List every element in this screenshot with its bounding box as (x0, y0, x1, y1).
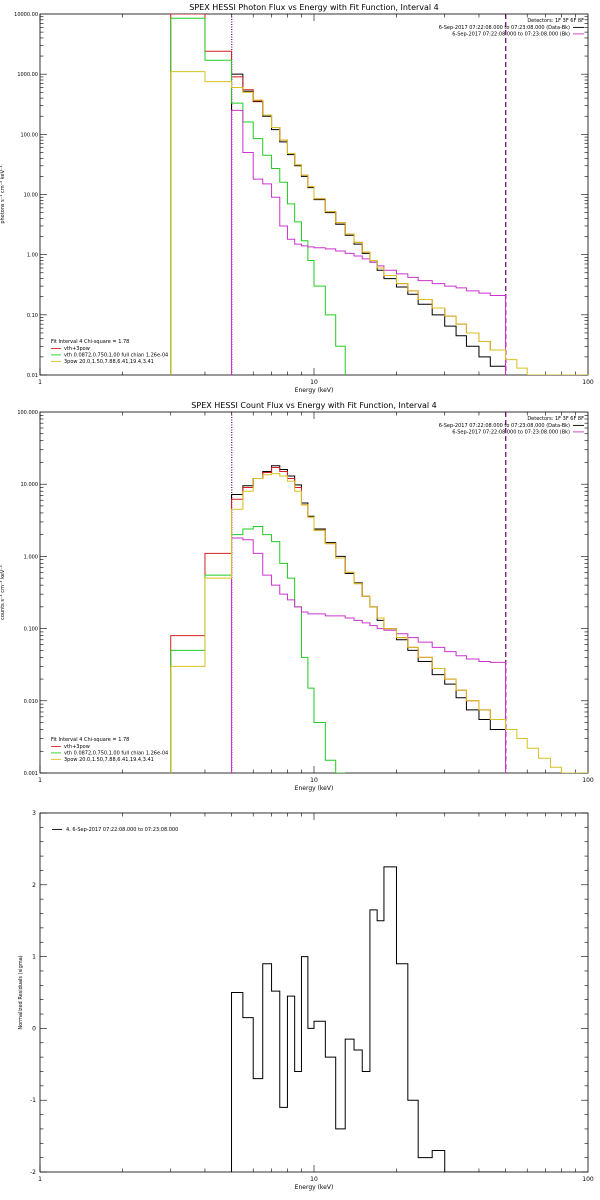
plot-frame (39, 812, 589, 1173)
series-group (170, 14, 588, 375)
legend-entry: vth 0.0872,0.750,1.00 full chian 1.26e-0… (64, 751, 168, 757)
series-line-5 (170, 71, 588, 375)
series-group (231, 866, 506, 1172)
legend-entry: 6-Sep-2017 07:22:08.000 to 07:23:08.000 … (439, 423, 570, 429)
y-tick-label: 0.001 (24, 771, 38, 777)
x-tick-label: 100 (582, 777, 594, 784)
fit-interval-label: Fit Interval 4 Chi-square = 1.78 (51, 339, 129, 345)
y-tick-label: 100.000 (17, 410, 38, 416)
y-axis-label: counts s⁻¹ cm⁻² keV⁻¹ (0, 565, 6, 620)
series-line-5 (170, 473, 588, 773)
y-tick-label: 0.010 (24, 699, 38, 705)
x-tick-label: 1 (38, 777, 42, 784)
panel-1: SPEX HESSI Photon Flux vs Energy with Fi… (0, 3, 594, 394)
x-tick-label: 100 (582, 379, 594, 386)
legend-entry: 6-Sep-2017 07:22:08.000 to 07:23:08.000 … (452, 32, 570, 38)
y-tick-label: 100.00 (21, 132, 39, 138)
series-line-4 (231, 537, 507, 773)
detectors-label: Detectors: 1F 3F 6F 8F (527, 416, 584, 422)
x-axis-label: Energy (keV) (295, 1184, 334, 1191)
y-axis: 0.001 0.010 0.100 1.000 10.000 100.000 counts … (0, 410, 588, 777)
panel-3: 1 10 100 Energy (keV) -2 -1 0 1 2 3 Normalized Res… (18, 810, 594, 1191)
series-group (170, 465, 588, 773)
x-axis-label: Energy (keV) (295, 785, 334, 792)
chart-title: SPEX HESSI Photon Flux vs Energy with Fi… (189, 3, 439, 12)
y-tick-label: 3 (32, 810, 36, 817)
y-tick-label: 1 (32, 954, 36, 961)
x-axis: 1 10 100 Energy (keV) (38, 14, 594, 394)
y-tick-label: 2 (32, 882, 36, 889)
fit-interval-label: Fit Interval 4 Chi-square = 1.78 (51, 737, 129, 743)
y-tick-label: 0.10 (27, 313, 38, 319)
y-tick-label: 0.100 (24, 627, 38, 633)
x-tick-label: 10 (310, 1176, 318, 1183)
y-tick-label: -1 (30, 1097, 36, 1104)
x-tick-label: 10 (310, 379, 318, 386)
legend-entry: 3pow 20.0,1.50,7.88,6.41,19.4,3.41 (64, 359, 154, 365)
y-tick-label: -2 (30, 1169, 36, 1176)
chart-title: SPEX HESSI Count Flux vs Energy with Fit… (191, 401, 436, 410)
legend-entry: vth 0.0872,0.750,1.00 full chian 1.26e-0… (64, 353, 168, 359)
series-line-1 (231, 73, 507, 375)
series-line-4 (231, 109, 507, 375)
series-line-2 (170, 467, 507, 773)
series-line-1 (231, 866, 506, 1172)
series-line-3 (170, 525, 346, 773)
legend-entry: 6-Sep-2017 07:22:08.000 to 07:23:08.000 … (439, 25, 570, 31)
series-line-2 (170, 14, 507, 375)
x-tick-label: 1 (38, 379, 42, 386)
series-line-3 (170, 17, 346, 375)
panel-2: SPEX HESSI Count Flux vs Energy with Fit… (0, 401, 594, 792)
legend-entry: vth+3pow (64, 744, 90, 750)
y-tick-label: 1000.00 (17, 72, 38, 78)
y-axis-label: photons s⁻¹ cm⁻² keV⁻¹ (0, 165, 6, 223)
legend-entry: vth+3pow (64, 346, 90, 352)
legend-entry: 4. 6-Sep-2017 07:22:08.000 to 07:23:08.0… (66, 827, 178, 833)
x-tick-label: 100 (582, 1176, 594, 1183)
detectors-label: Detectors: 1F 3F 6F 8F (527, 18, 584, 24)
y-axis: -2 -1 0 1 2 3 Normalized Residuals (sigma) (18, 810, 588, 1176)
y-tick-label: 10.000 (21, 482, 39, 488)
x-tick-label: 10 (310, 777, 318, 784)
y-tick-label: 10000.00 (14, 12, 38, 18)
x-axis: 1 10 100 Energy (keV) (38, 813, 594, 1191)
y-tick-label: 10.00 (24, 193, 38, 199)
y-tick-label: 1.00 (27, 253, 38, 259)
x-axis-label: Energy (keV) (295, 387, 334, 394)
x-axis: 1 10 100 Energy (keV) (38, 412, 594, 792)
y-tick-label: 1.000 (24, 554, 38, 560)
y-axis-label: Normalized Residuals (sigma) (18, 955, 24, 1029)
series-line-1 (231, 465, 507, 773)
y-axis: 0.01 0.10 1.00 10.00 100.00 1000.00 10000.00 ph… (0, 12, 588, 379)
legend-entry: 3pow 20.0,1.50,7.88,6.41,19.4,3.41 (64, 757, 154, 763)
y-tick-label: 0 (32, 1025, 36, 1032)
x-tick-label: 1 (38, 1176, 42, 1183)
y-tick-label: 0.01 (27, 373, 38, 379)
legend-entry: 6-Sep-2017 07:22:08.000 to 07:23:08.000 … (452, 430, 570, 436)
